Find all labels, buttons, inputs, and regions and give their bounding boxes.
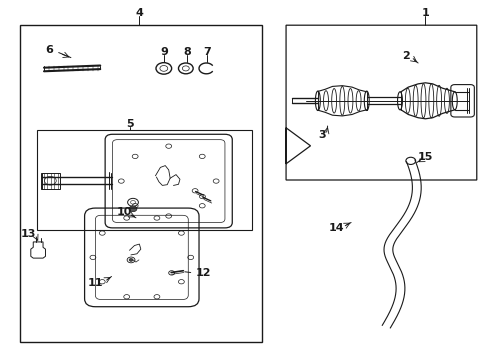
Text: 5: 5 [125, 119, 133, 129]
Text: 12: 12 [195, 267, 211, 278]
Circle shape [129, 206, 137, 212]
Text: 15: 15 [417, 152, 432, 162]
Text: 13: 13 [20, 229, 36, 239]
Text: 1: 1 [421, 8, 428, 18]
Text: 4: 4 [135, 8, 143, 18]
Text: 6: 6 [45, 45, 53, 55]
Text: 2: 2 [401, 51, 409, 61]
Bar [37, 130, 251, 230]
Text: 14: 14 [328, 222, 344, 233]
Bar [20, 25, 261, 342]
Bar [41, 173, 60, 189]
Circle shape [129, 258, 133, 261]
Text: 7: 7 [203, 47, 211, 57]
Text: 8: 8 [183, 47, 190, 57]
Text: 9: 9 [160, 47, 167, 57]
Text: 3: 3 [317, 130, 325, 140]
Text: 10: 10 [117, 207, 132, 217]
Text: 11: 11 [87, 278, 103, 288]
